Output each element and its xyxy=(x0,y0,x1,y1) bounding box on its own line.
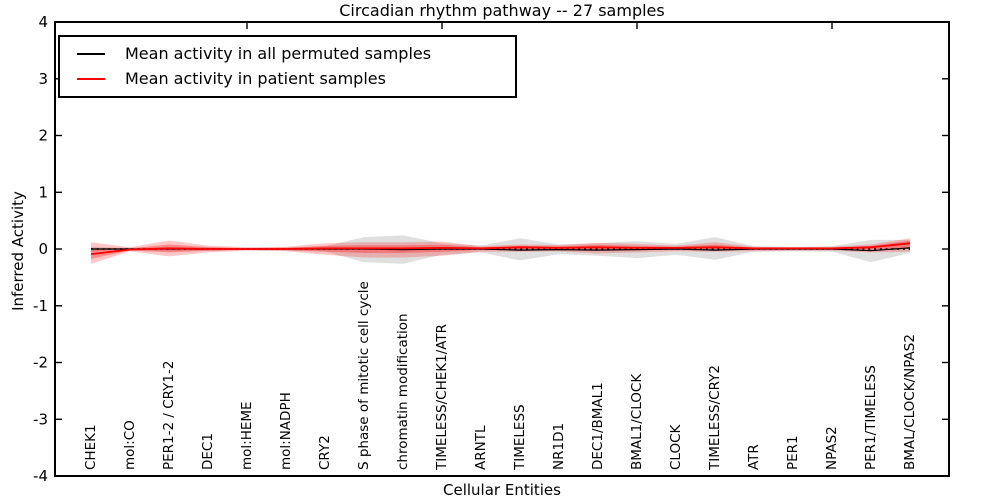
x-tick-label: NPAS2 xyxy=(824,426,840,470)
x-tick-label: ARNTL xyxy=(473,425,489,470)
y-tick-label: 3 xyxy=(38,70,48,88)
x-tick-label: DEC1/BMAL1 xyxy=(590,382,606,470)
x-tick-label: BMAL/CLOCK/NPAS2 xyxy=(902,334,918,470)
x-tick-label: mol:HEME xyxy=(239,401,255,470)
x-tick-label: TIMELESS/CHEK1/ATR xyxy=(434,324,450,471)
legend-line-patient-icon xyxy=(77,78,105,81)
legend-label-patient: Mean activity in patient samples xyxy=(125,69,386,89)
y-tick-label: 4 xyxy=(38,13,48,31)
legend-label-permuted: Mean activity in all permuted samples xyxy=(125,43,432,63)
y-tick-label: -4 xyxy=(33,467,48,485)
x-tick-label: mol:CO xyxy=(122,420,138,470)
legend-item-permuted: Mean activity in all permuted samples xyxy=(77,44,515,64)
x-tick-label: S phase of mitotic cell cycle xyxy=(356,281,372,470)
x-tick-label: CHEK1 xyxy=(83,424,99,470)
x-tick-label: CRY2 xyxy=(317,435,333,470)
x-tick-label: CLOCK xyxy=(668,423,684,470)
patient-mean-line xyxy=(90,242,911,255)
x-tick-label: TIMELESS xyxy=(512,404,528,471)
legend: Mean activity in all permuted samples Me… xyxy=(58,35,517,98)
y-tick-label: 2 xyxy=(38,127,48,145)
x-tick-label: DEC1 xyxy=(200,433,216,470)
legend-line-permuted-icon xyxy=(77,52,105,55)
y-tick-label: 1 xyxy=(38,183,48,201)
legend-item-patient: Mean activity in patient samples xyxy=(77,69,515,89)
x-axis-title: Cellular Entities xyxy=(443,481,561,499)
x-tick-label: PER1 xyxy=(785,435,801,470)
x-tick-label: TIMELESS/CRY2 xyxy=(707,365,723,471)
y-tick-label: -1 xyxy=(33,297,48,315)
x-tick-label: BMAL1/CLOCK xyxy=(629,373,645,470)
patient-std-band-outer xyxy=(91,238,910,264)
chart-title: Circadian rhythm pathway -- 27 samples xyxy=(339,1,665,20)
x-tick-label: NR1D1 xyxy=(551,423,567,470)
x-tick-label: ATR xyxy=(746,444,762,470)
x-tick-label: chromatin modification xyxy=(395,313,411,470)
y-tick-label: -2 xyxy=(33,354,48,372)
x-tick-label: PER1-2 / CRY1-2 xyxy=(161,361,177,470)
x-tick-label: PER1/TIMELESS xyxy=(863,365,879,470)
x-tick-label: mol:NADPH xyxy=(278,392,294,470)
y-tick-label: -3 xyxy=(33,410,48,428)
y-tick-label: 0 xyxy=(38,240,48,258)
